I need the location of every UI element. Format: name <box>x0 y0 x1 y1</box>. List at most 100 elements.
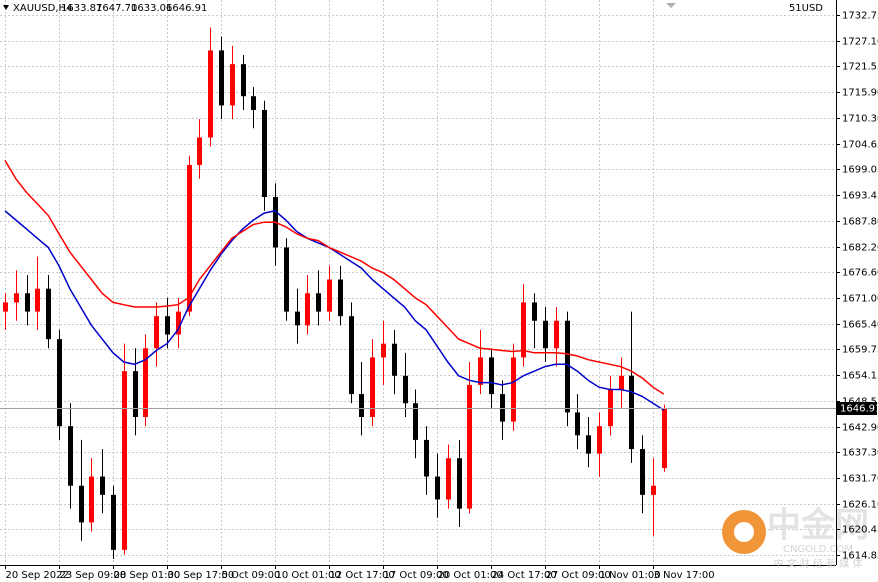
candle-body <box>629 375 634 450</box>
y-tick-label: 1710.30 <box>842 114 878 125</box>
candle-body <box>230 64 235 106</box>
candle-body <box>500 394 505 422</box>
candle-body <box>208 50 213 138</box>
candle-body <box>251 96 256 110</box>
x-tick-label: 20 Oct 01:00 <box>438 570 503 581</box>
candle-body <box>521 302 526 358</box>
candle-body <box>565 320 570 413</box>
candle-body <box>14 293 19 303</box>
candle-body <box>284 247 289 312</box>
y-tick-label: 1642.90 <box>842 423 878 434</box>
watermark-logo-inner <box>734 522 754 542</box>
candle-body <box>640 449 645 495</box>
y-tick-label: 1637.30 <box>842 448 878 459</box>
candle-body <box>262 109 267 198</box>
candle-body <box>424 439 429 477</box>
candle-body <box>651 485 656 495</box>
candle-body <box>143 348 148 417</box>
candle-body <box>359 394 364 417</box>
ohlc-open: 1633.87 <box>61 3 102 14</box>
candle-body <box>35 288 40 312</box>
x-tick-label: 1 Nov 01:00 <box>600 570 661 581</box>
current-price-label: 1646.91 <box>840 404 878 415</box>
candle-body <box>305 293 310 326</box>
candle-body <box>57 339 62 427</box>
candle-body <box>532 302 537 321</box>
y-tick-label: 1727.10 <box>842 37 878 48</box>
candle-body <box>478 357 483 385</box>
candle-body <box>316 293 321 312</box>
y-tick-label: 1671.00 <box>842 294 878 305</box>
y-tick-label: 1693.45 <box>842 191 878 202</box>
y-tick-label: 1704.65 <box>842 140 878 151</box>
candle-body <box>392 343 397 376</box>
x-tick-label: 20 Sep 2022 <box>6 570 69 581</box>
y-tick-label: 1665.40 <box>842 320 878 331</box>
candle-body <box>608 389 613 427</box>
symbol-menu-arrow[interactable] <box>3 5 9 10</box>
y-tick-label: 1721.55 <box>842 62 878 73</box>
y-tick-label: 1682.20 <box>842 243 878 254</box>
candle-body <box>543 320 548 349</box>
candle-body <box>619 375 624 390</box>
candle-body <box>133 371 138 417</box>
y-tick-label: 1676.60 <box>842 268 878 279</box>
y-tick-label: 1626.10 <box>842 500 878 511</box>
x-tick-label: 27 Oct 09:00 <box>546 570 611 581</box>
plot <box>0 27 836 560</box>
y-tick-label: 1614.85 <box>842 551 878 562</box>
candle-body <box>370 357 375 417</box>
candle-body <box>446 458 451 500</box>
candle-body <box>100 476 105 495</box>
candle-body <box>435 476 440 500</box>
candle-body <box>25 293 30 312</box>
moving-average <box>4 209 665 411</box>
watermark: 中金网 CNGOLD.COM 中 文 财 经 新 媒 体 <box>722 506 869 570</box>
y-tick-label: 1659.75 <box>842 345 878 356</box>
x-tick-label: 3 Nov 17:00 <box>654 570 715 581</box>
candle-body <box>176 311 181 335</box>
x-tick-label: 17 Oct 09:00 <box>384 570 449 581</box>
y-tick-label: 1687.80 <box>842 217 878 228</box>
candle-body <box>381 343 386 358</box>
y-tick-label: 1732.75 <box>842 11 878 22</box>
watermark-name: 中金网 <box>767 506 869 546</box>
y-tick-label: 1699.05 <box>842 165 878 176</box>
candle-body <box>187 164 192 312</box>
candle-body <box>662 408 667 468</box>
candle-body <box>165 316 170 335</box>
account-label: 51USD <box>789 3 823 14</box>
y-tick-label: 1654.15 <box>842 371 878 382</box>
current-price-box <box>837 402 877 415</box>
candle-body <box>413 403 418 440</box>
candle-body <box>467 384 472 509</box>
x-tick-label: 30 Sep 17:00 <box>168 570 235 581</box>
candle-body <box>403 375 408 404</box>
x-tick-label: 23 Sep 09:00 <box>60 570 127 581</box>
x-tick-label: 10 Oct 01:00 <box>276 570 341 581</box>
y-tick-label: 1715.90 <box>842 88 878 99</box>
candle-body <box>489 357 494 395</box>
candle-body <box>295 311 300 326</box>
x-tick-label: 12 Oct 17:00 <box>330 570 395 581</box>
candle-body <box>554 320 559 349</box>
watermark-site: CNGOLD.COM <box>783 544 853 555</box>
x-tick-label: 24 Oct 17:00 <box>492 570 557 581</box>
ohlc-low: 1633.06 <box>131 3 172 14</box>
candle-body <box>597 426 602 454</box>
y-tick-label: 1620.45 <box>842 525 878 536</box>
symbol: XAUUSD,H4 <box>13 3 72 14</box>
candle-body <box>89 476 94 523</box>
moving-average <box>4 160 665 395</box>
scroll-arrow[interactable] <box>666 3 676 8</box>
candle-body <box>349 316 354 395</box>
candle-body <box>197 137 202 165</box>
x-tick-label: 28 Sep 01:00 <box>114 570 181 581</box>
candle-body <box>79 485 84 523</box>
candle-body <box>338 279 343 317</box>
candle-body <box>457 458 462 509</box>
candle-body <box>586 435 591 454</box>
candle-body <box>327 279 332 312</box>
x-tick-label: 5 Oct 09:00 <box>222 570 281 581</box>
